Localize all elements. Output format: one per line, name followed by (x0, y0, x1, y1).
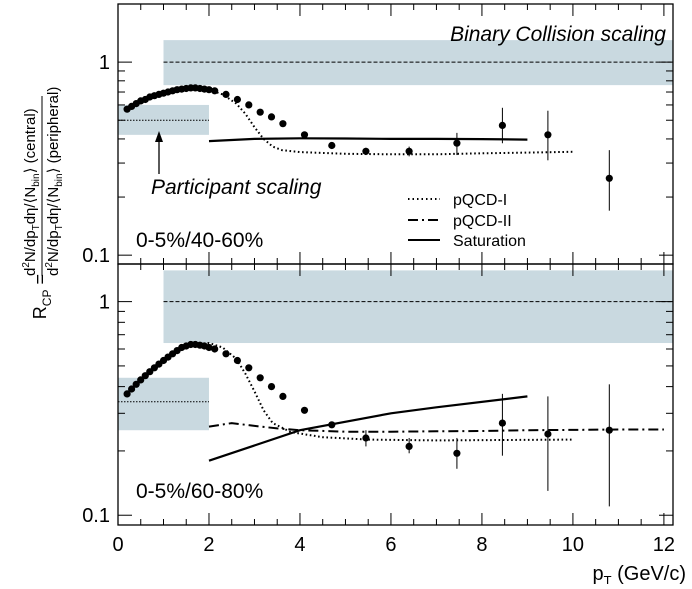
data-point (328, 421, 336, 429)
data-point (544, 131, 552, 139)
y-axis-label: RCP = d2N/dpTdη/⟨Nbin⟩ (central) d2N/dpT… (21, 87, 65, 320)
svg-text:d2N/dpTdη/⟨Nbin⟩ (peripheral): d2N/dpTdη/⟨Nbin⟩ (peripheral) (44, 87, 65, 276)
data-point (498, 419, 506, 427)
data-point (205, 343, 213, 352)
data-point (362, 434, 370, 442)
svg-text:d2N/dpTdη/⟨Nbin⟩ (central): d2N/dpTdη/⟨Nbin⟩ (central) (21, 108, 42, 276)
data-point (233, 95, 241, 104)
data-point (279, 392, 287, 400)
data-point (544, 430, 552, 438)
data-point (123, 390, 131, 398)
data-point (128, 385, 136, 393)
data-point (300, 131, 309, 139)
data-point (205, 86, 213, 94)
x-tick-label: 4 (294, 534, 305, 556)
top-panel: 0.11 (82, 3, 674, 267)
y-tick-label: 1 (99, 52, 110, 74)
data-point (605, 426, 613, 434)
data-point (245, 364, 253, 372)
x-tick-label: 0 (112, 534, 123, 556)
data-point (256, 108, 264, 116)
participant-scaling-label: Participant scaling (151, 176, 322, 199)
y-tick-label: 0.1 (82, 505, 110, 527)
data-point (328, 141, 336, 150)
binary-scaling-band (163, 40, 673, 86)
data-point (405, 147, 413, 155)
legend-label-pqcd-i: pQCD-I (453, 192, 507, 209)
data-point (267, 113, 276, 121)
y-tick-label: 1 (99, 292, 110, 314)
legend-label-pqcd-ii: pQCD-II (453, 213, 512, 230)
data-point (137, 376, 145, 384)
data-point (279, 120, 287, 128)
curve-pqcd-i (190, 341, 573, 442)
x-tick-label: 12 (653, 534, 675, 556)
bottom-panel-frame (117, 263, 674, 526)
data-point (405, 442, 413, 450)
data-point (132, 380, 140, 388)
svg-text:RCP =: RCP = (30, 274, 54, 319)
data-point (245, 101, 253, 109)
data-point (605, 174, 613, 182)
data-point (233, 356, 241, 365)
x-axis-label: pT (GeV/c) (592, 563, 686, 584)
curve-saturation (208, 137, 528, 143)
data-point (453, 449, 461, 457)
participant-arrow (155, 131, 163, 174)
x-tick-label: 2 (203, 534, 214, 556)
top-panel-label: 0-5%/40-60% (136, 229, 263, 252)
binary-scaling-band (163, 270, 673, 344)
legend-label-saturation: Saturation (453, 233, 526, 250)
data-point (300, 406, 309, 414)
binary-scaling-label: Binary Collision scaling (450, 23, 666, 46)
bottom-panel-label: 0-5%/60-80% (136, 480, 263, 503)
curve-pqcd-i (208, 88, 573, 156)
bottom-panel: 0.11 (82, 263, 674, 527)
legend-item-pqcd-ii: pQCD-II (408, 213, 512, 230)
legend-item-saturation: Saturation (408, 233, 526, 250)
data-point (453, 139, 461, 147)
data-point (362, 147, 370, 155)
x-tick-label: 6 (385, 534, 396, 556)
curve-saturation (208, 395, 528, 462)
y-tick-label: 0.1 (82, 245, 110, 267)
legend-item-pqcd-i: pQCD-I (408, 192, 507, 209)
data-point (498, 121, 506, 129)
x-tick-label: 8 (476, 534, 487, 556)
data-point (222, 350, 230, 358)
curve-pqcd-ii (208, 422, 664, 433)
legend: pQCD-I pQCD-II Saturation (408, 192, 526, 250)
data-point (256, 374, 264, 382)
x-tick-labels: 0 2 4 6 8 10 12 (112, 534, 675, 556)
x-tick-label: 10 (562, 534, 584, 556)
data-point (211, 87, 219, 95)
data-point (222, 90, 230, 98)
data-point (211, 345, 219, 353)
data-point (267, 383, 276, 391)
